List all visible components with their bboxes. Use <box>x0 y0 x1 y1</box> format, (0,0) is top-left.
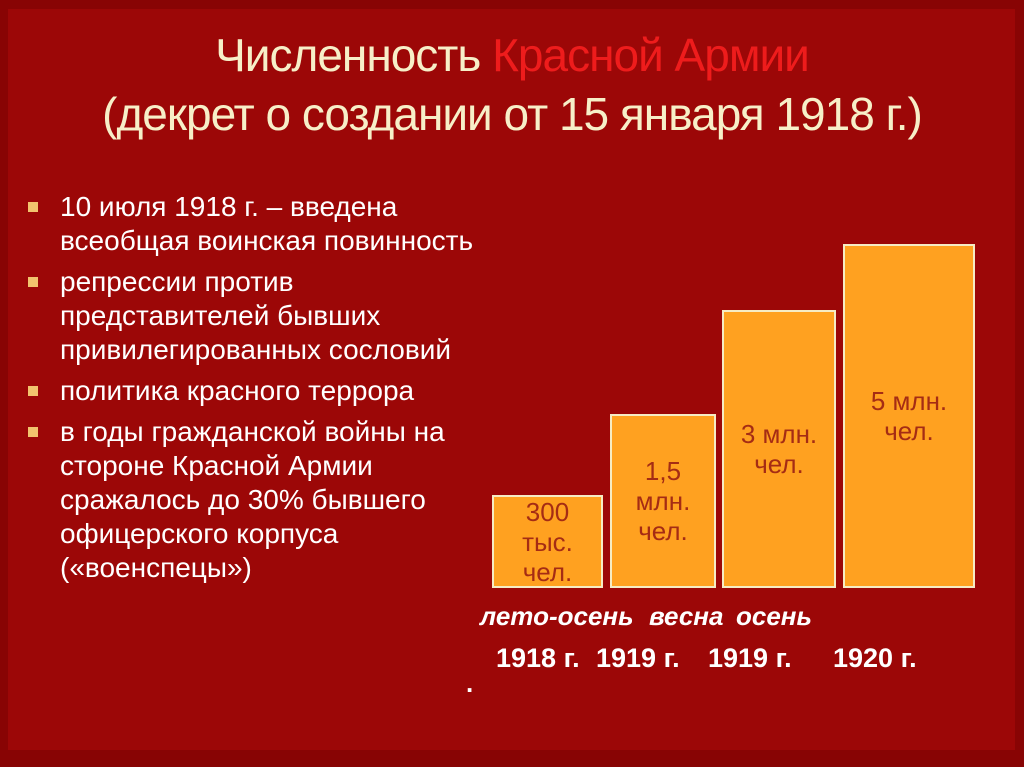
bar-value-label: 3 млн. чел. <box>740 419 818 479</box>
title-part-main: Численность <box>215 29 481 81</box>
chart-bar-1919-autumn: 3 млн. чел. <box>722 310 836 588</box>
bar-value-label: 1,5 млн. чел. <box>635 456 691 546</box>
x-axis-season-label: лето-осень <box>480 601 634 631</box>
x-axis-season-label: весна <box>649 601 724 631</box>
bullet-square-icon <box>28 386 38 396</box>
chart-bar-1919-spring: 1,5 млн. чел. <box>610 414 716 588</box>
chart-bar-1920: 5 млн. чел. <box>843 244 975 588</box>
bullet-text: политика красного террора <box>60 375 415 406</box>
x-axis-year-label: 1919 г. <box>708 643 792 673</box>
x-axis-season-label: осень <box>736 601 812 631</box>
title-line-2: (декрет о создании от 15 января 1918 г.) <box>102 88 923 140</box>
title-line-1: Численность Красной Армии <box>0 26 1024 85</box>
bullet-item: 10 июля 1918 г. – введена всеобщая воинс… <box>26 190 488 258</box>
bar-value-label: 5 млн. чел. <box>870 386 948 446</box>
bullet-square-icon <box>28 427 38 437</box>
bullet-list: 10 июля 1918 г. – введена всеобщая воинс… <box>26 190 488 592</box>
title-part-accent: Красной Армии <box>492 29 810 81</box>
bullet-square-icon <box>28 202 38 212</box>
x-axis-year-label: 1920 г. <box>833 643 917 673</box>
bullet-square-icon <box>28 277 38 287</box>
bullet-text: 10 июля 1918 г. – введена всеобщая воинс… <box>60 191 474 256</box>
chart-bar-1918: 300 тыс. чел. <box>492 495 603 588</box>
bullet-text: репрессии против представителей бывших п… <box>60 266 452 365</box>
x-axis-year-label: 1919 г. <box>596 643 680 673</box>
x-axis-year-label: 1918 г. <box>496 643 580 673</box>
bullet-item: в годы гражданской войны на стороне Крас… <box>26 415 488 585</box>
bar-value-label: 300 тыс. чел. <box>522 496 573 587</box>
footnote-dot: . <box>466 668 474 698</box>
slide-title: Численность Красной Армии (декрет о созд… <box>0 26 1024 144</box>
bullet-item: репрессии против представителей бывших п… <box>26 265 488 367</box>
bullet-text: в годы гражданской войны на стороне Крас… <box>60 416 445 583</box>
bullet-item: политика красного террора <box>26 374 488 408</box>
